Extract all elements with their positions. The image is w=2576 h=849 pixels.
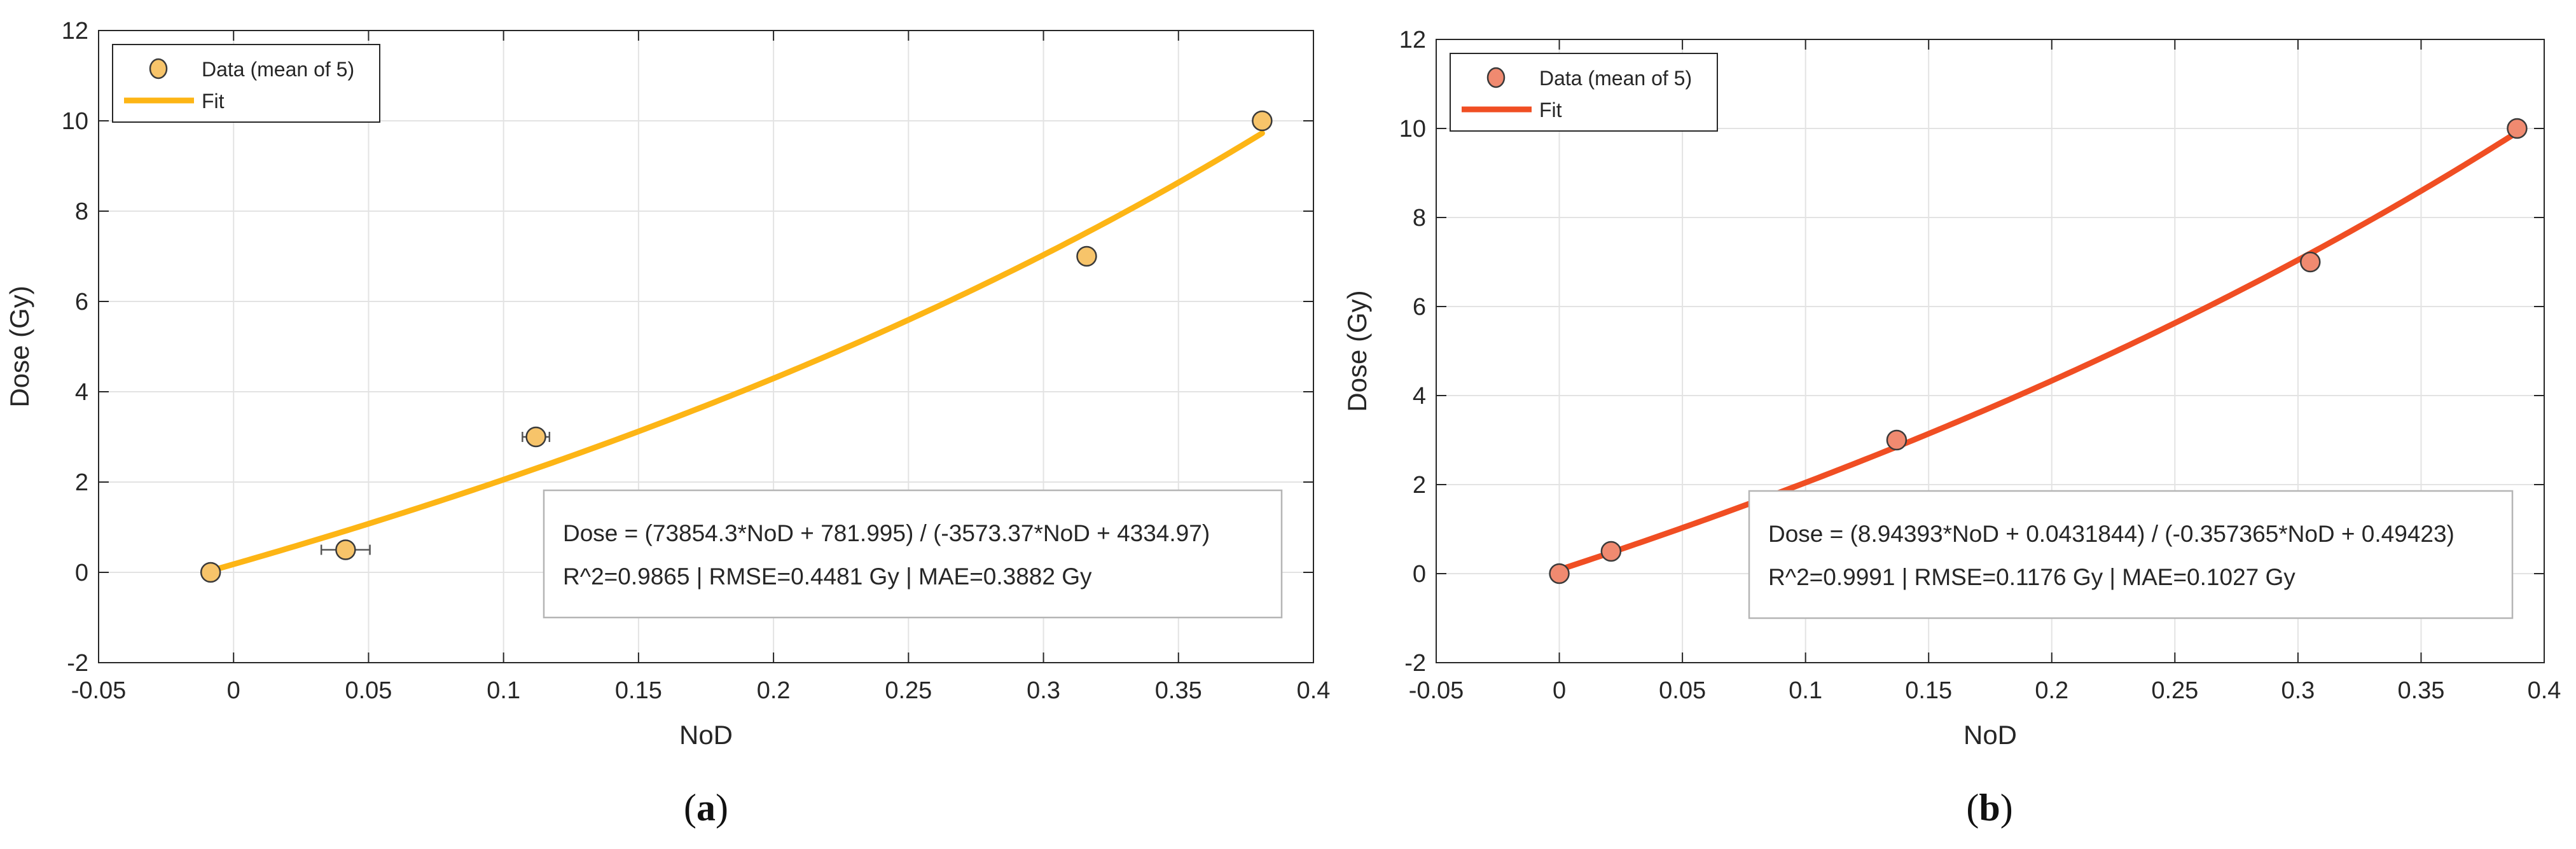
legend-marker-icon — [1486, 67, 1506, 88]
x-tick-label: 0.2 — [757, 677, 791, 704]
data-point — [200, 562, 221, 583]
y-tick-label: 10 — [1399, 116, 1426, 142]
annotation-box — [543, 489, 1283, 619]
x-tick-label: -0.05 — [71, 677, 127, 704]
legend-label-data: Data (mean of 5) — [1539, 67, 1692, 90]
y-tick-label: 8 — [1413, 205, 1426, 231]
data-point — [1252, 110, 1273, 132]
x-tick-label: 0.05 — [1659, 677, 1706, 704]
fit-line — [1556, 129, 2520, 573]
axes-box — [98, 30, 1314, 663]
annotation-metrics: R^2=0.9865 | RMSE=0.4481 Gy | MAE=0.3882… — [563, 563, 1092, 590]
y-axis-label: Dose (Gy) — [1342, 290, 1372, 411]
caption-letter: b — [1979, 787, 2000, 829]
caption-close: ) — [716, 787, 728, 829]
data-point — [2299, 251, 2321, 273]
data-point — [1600, 541, 1622, 562]
x-tick-label: 0.3 — [2281, 677, 2315, 704]
x-tick-label: 0 — [227, 677, 240, 704]
y-tick-label: -2 — [1404, 650, 1426, 677]
caption-close: ) — [2000, 787, 2013, 829]
x-tick-label: 0.25 — [885, 677, 932, 704]
x-tick-label: 0.35 — [2397, 677, 2444, 704]
x-tick-label: 0.1 — [1789, 677, 1822, 704]
x-tick-label: 0.05 — [345, 677, 392, 704]
y-tick-label: 0 — [1413, 561, 1426, 588]
y-tick-label: 2 — [1413, 472, 1426, 499]
y-tick-label: 12 — [1399, 27, 1426, 53]
legend-label-fit: Fit — [202, 90, 225, 113]
legend-marker-icon — [149, 58, 168, 79]
y-tick-label: 2 — [75, 469, 88, 496]
x-tick-label: 0.1 — [487, 677, 520, 704]
plot-layer — [200, 110, 1273, 583]
data-point — [525, 426, 546, 448]
annotation-equation: Dose = (8.94393*NoD + 0.0431844) / (-0.3… — [1768, 521, 2455, 547]
y-tick-label: 10 — [62, 108, 88, 135]
caption-letter: a — [696, 787, 716, 829]
data-point — [1549, 563, 1570, 584]
y-tick-label: 12 — [62, 18, 88, 45]
chart-a: -0.05 0 0.05 0.1 0.15 0.2 0.25 0.3 0.35 0.4 -2 0 2 4 6… — [4, 18, 1330, 829]
x-tick-label: 0.3 — [1027, 677, 1060, 704]
x-tick-label: 0.35 — [1155, 677, 1202, 704]
y-tick-label: 4 — [75, 379, 88, 406]
caption-open: ( — [684, 787, 696, 829]
legend-label-data: Data (mean of 5) — [202, 58, 354, 81]
annotation-metrics: R^2=0.9991 | RMSE=0.1176 Gy | MAE=0.1027… — [1768, 564, 2296, 590]
x-tick-label: 0.4 — [2528, 677, 2561, 704]
legend-box — [1450, 53, 1718, 132]
y-tick-label: 8 — [75, 198, 88, 225]
panel-caption: (b) — [1966, 787, 2012, 829]
x-tick-label: 0.4 — [1297, 677, 1331, 704]
y-tick-label: 0 — [75, 560, 88, 586]
x-axis-label: NoD — [679, 720, 733, 750]
plot-layer — [1549, 118, 2528, 584]
data-point — [1886, 429, 1908, 451]
caption-open: ( — [1966, 787, 1979, 829]
data-point — [335, 539, 356, 560]
axes-box — [1436, 39, 2545, 663]
x-tick-label: 0.25 — [2151, 677, 2198, 704]
chart-b: -0.05 0 0.05 0.1 0.15 0.2 0.25 0.3 0.35 0.4 -2 0 2 4 6… — [1342, 27, 2561, 829]
x-tick-label: 0.15 — [615, 677, 662, 704]
x-tick-label: -0.05 — [1409, 677, 1464, 704]
y-tick-label: -2 — [67, 650, 88, 677]
y-tick-label: 4 — [1413, 383, 1426, 410]
annotation-box — [1748, 490, 2514, 619]
fit-line — [207, 130, 1265, 574]
y-tick-label: 6 — [75, 289, 88, 315]
y-tick-label: 6 — [1413, 294, 1426, 321]
x-tick-label: 0.2 — [2035, 677, 2068, 704]
x-axis-label: NoD — [1963, 720, 2017, 750]
data-point — [1076, 245, 1097, 267]
panel-caption: (a) — [684, 787, 728, 829]
y-axis-label: Dose (Gy) — [4, 286, 34, 407]
legend-box — [112, 44, 380, 123]
data-point — [2507, 118, 2528, 139]
annotation-equation: Dose = (73854.3*NoD + 781.995) / (-3573.… — [563, 520, 1210, 546]
x-tick-label: 0.15 — [1905, 677, 1952, 704]
x-tick-label: 0 — [1553, 677, 1566, 704]
legend-label-fit: Fit — [1539, 99, 1562, 121]
